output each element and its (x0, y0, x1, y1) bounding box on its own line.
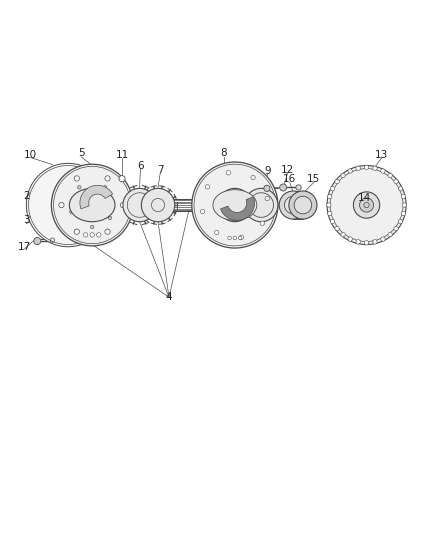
Text: 12: 12 (280, 165, 293, 175)
Text: 8: 8 (220, 148, 227, 158)
Circle shape (105, 176, 110, 181)
Text: 14: 14 (357, 193, 370, 204)
Circle shape (279, 191, 307, 219)
Text: 7: 7 (156, 165, 163, 175)
Circle shape (380, 169, 384, 173)
Wedge shape (80, 185, 113, 209)
Circle shape (226, 204, 229, 206)
Circle shape (265, 196, 269, 201)
Circle shape (238, 236, 241, 240)
Circle shape (397, 219, 402, 224)
Circle shape (400, 211, 405, 216)
Circle shape (327, 195, 331, 199)
Circle shape (353, 192, 379, 218)
Circle shape (90, 225, 94, 229)
Circle shape (51, 164, 133, 246)
Circle shape (214, 230, 219, 235)
Text: 17: 17 (18, 242, 31, 252)
Circle shape (284, 196, 301, 214)
Circle shape (288, 191, 316, 219)
Circle shape (401, 203, 406, 207)
Circle shape (393, 179, 397, 184)
Circle shape (226, 171, 230, 175)
Circle shape (340, 232, 344, 237)
Circle shape (59, 203, 64, 208)
Circle shape (364, 240, 368, 245)
Circle shape (26, 163, 110, 247)
Text: 3: 3 (23, 215, 30, 225)
Circle shape (108, 216, 111, 220)
Circle shape (387, 232, 392, 237)
Circle shape (347, 169, 352, 173)
Circle shape (263, 185, 269, 191)
Circle shape (123, 188, 156, 222)
Circle shape (293, 196, 311, 214)
Text: 5: 5 (78, 148, 85, 158)
Circle shape (372, 240, 376, 244)
Circle shape (239, 235, 243, 239)
Circle shape (330, 219, 334, 224)
Text: 10: 10 (24, 150, 37, 159)
Text: 16: 16 (283, 174, 296, 184)
Ellipse shape (212, 190, 256, 221)
Circle shape (334, 227, 339, 231)
Circle shape (233, 197, 236, 199)
Circle shape (260, 221, 264, 225)
Circle shape (74, 229, 79, 235)
Circle shape (78, 185, 81, 189)
Circle shape (295, 185, 300, 190)
Circle shape (83, 233, 88, 237)
Ellipse shape (69, 188, 115, 222)
Circle shape (103, 185, 106, 189)
Circle shape (330, 187, 334, 191)
Circle shape (279, 184, 286, 191)
Circle shape (200, 209, 204, 214)
Circle shape (227, 236, 231, 240)
Circle shape (58, 196, 78, 215)
Circle shape (359, 198, 373, 212)
Circle shape (364, 165, 368, 169)
Circle shape (355, 240, 360, 244)
Wedge shape (220, 197, 254, 221)
Text: 4: 4 (165, 292, 172, 302)
Circle shape (334, 179, 339, 184)
Circle shape (34, 238, 41, 245)
Circle shape (105, 229, 110, 235)
Circle shape (387, 173, 392, 177)
Text: 6: 6 (137, 160, 144, 171)
Circle shape (141, 188, 174, 222)
Circle shape (191, 162, 277, 248)
Text: 13: 13 (374, 150, 388, 159)
Circle shape (90, 233, 94, 237)
Circle shape (233, 236, 236, 240)
Circle shape (250, 175, 254, 180)
Circle shape (400, 195, 405, 199)
Circle shape (347, 237, 352, 241)
Circle shape (372, 166, 376, 171)
Circle shape (326, 166, 405, 245)
Circle shape (222, 193, 247, 217)
Circle shape (397, 187, 402, 191)
Text: 15: 15 (307, 174, 320, 184)
Circle shape (205, 184, 209, 189)
Circle shape (326, 203, 330, 207)
Circle shape (96, 233, 101, 237)
Circle shape (82, 196, 102, 215)
Text: 2: 2 (23, 191, 30, 201)
Circle shape (380, 237, 384, 241)
Circle shape (240, 204, 243, 206)
Circle shape (393, 227, 397, 231)
Circle shape (340, 173, 344, 177)
Circle shape (119, 176, 125, 182)
Circle shape (74, 176, 79, 181)
Circle shape (233, 211, 236, 213)
Circle shape (218, 188, 251, 222)
Circle shape (327, 211, 331, 216)
Text: 9: 9 (264, 166, 271, 176)
Circle shape (69, 210, 73, 214)
Circle shape (355, 166, 360, 171)
Text: 11: 11 (115, 150, 128, 159)
Circle shape (120, 203, 125, 208)
Circle shape (244, 188, 277, 222)
